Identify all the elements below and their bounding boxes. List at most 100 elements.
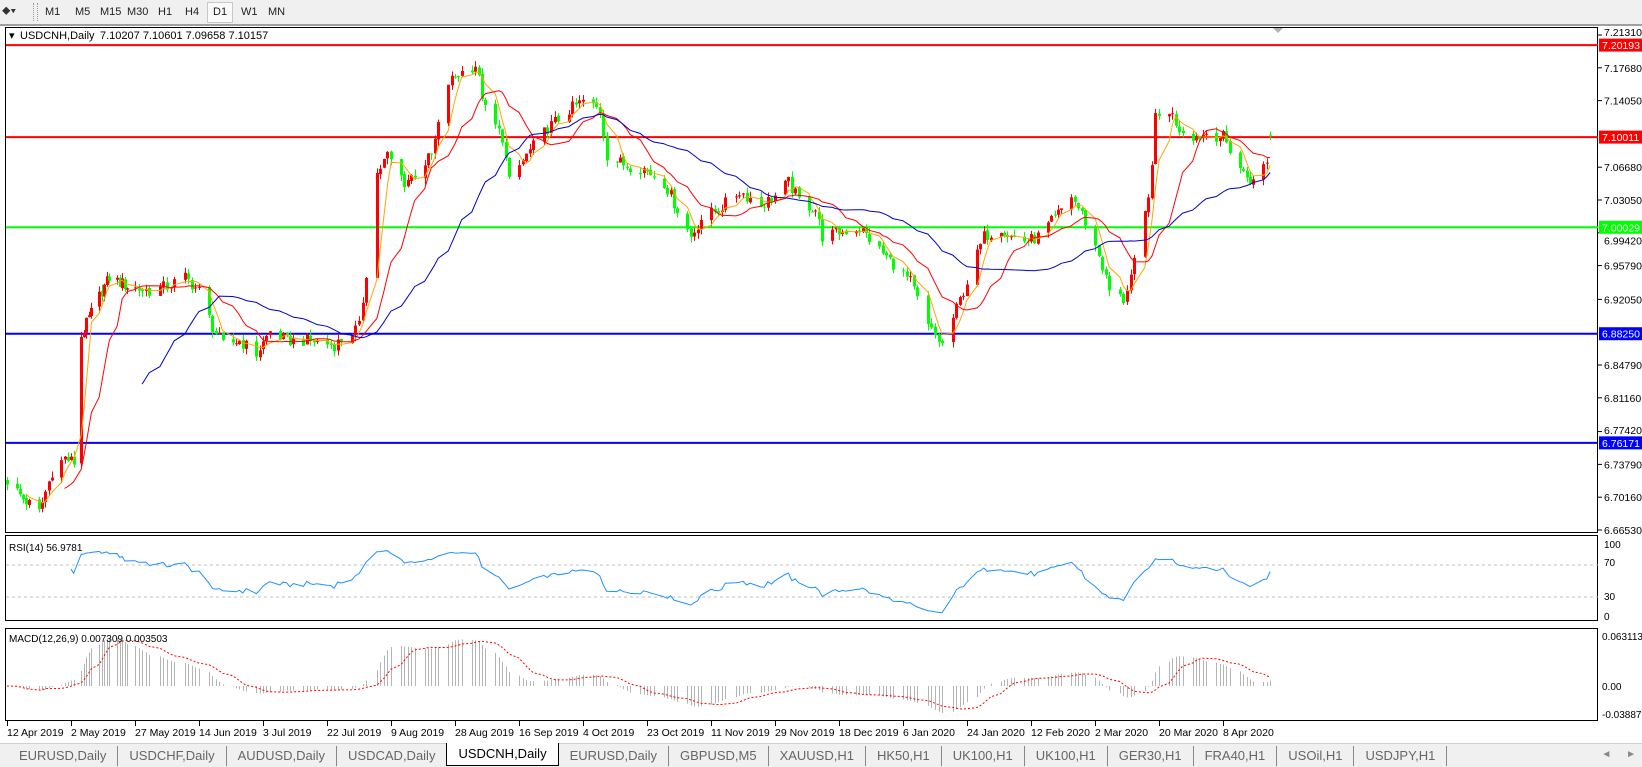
horizontal-line-price-tag <box>1599 220 1642 234</box>
tab-chart[interactable]: UK100,H1 <box>1025 745 1108 766</box>
candle <box>1246 166 1249 183</box>
chart-frames <box>5 27 1598 721</box>
candle-body <box>376 172 379 278</box>
candle <box>1003 230 1006 238</box>
candle-body <box>927 295 930 325</box>
timeframe-m15-button[interactable]: M15 <box>100 6 122 18</box>
candle-body <box>550 121 553 134</box>
candle-body <box>791 176 794 193</box>
candle <box>616 161 619 168</box>
candle-body <box>1202 134 1205 138</box>
candle <box>6 477 9 491</box>
toolbar-grip[interactable] <box>33 3 38 21</box>
candle <box>121 273 124 291</box>
tab-active-chart[interactable]: USDCNH,Daily <box>446 743 559 766</box>
candle <box>108 273 111 284</box>
candle <box>966 280 969 297</box>
candle <box>41 497 44 513</box>
date-tick-label: 12 Feb 2020 <box>1031 727 1090 739</box>
price-chart[interactable]: 7.21310 7.17680 7.14050 7.06680 7.03050 6.994… <box>0 26 1642 743</box>
tab-scroll-right-icon[interactable]: ► <box>1626 749 1636 760</box>
candle <box>232 333 235 346</box>
timeframe-m1-button[interactable]: M1 <box>45 6 61 18</box>
candle <box>28 498 31 508</box>
candle-body <box>64 456 67 460</box>
timeframe-m5-button[interactable]: M5 <box>75 6 91 18</box>
chart-shift-marker-icon[interactable] <box>1273 28 1283 33</box>
candle-body <box>902 270 905 272</box>
candle-body <box>386 151 389 159</box>
macd-tick-label: 0.063113 <box>1602 632 1642 643</box>
candle-body <box>532 140 535 151</box>
candle-body <box>208 286 211 315</box>
tab-chart[interactable]: FRA40,H1 <box>1194 745 1278 766</box>
candle <box>763 203 766 213</box>
candle-body <box>543 127 546 142</box>
candle-body <box>738 195 741 197</box>
candle <box>498 119 501 135</box>
drawing-tools-dropdown-icon[interactable]: ⬥▾ <box>2 3 17 17</box>
collapse-triangle-icon[interactable]: ▾ <box>9 30 15 42</box>
candle-body <box>427 153 430 166</box>
tab-chart[interactable]: USOil,H1 <box>1277 745 1355 766</box>
tab-chart[interactable]: HK50,H1 <box>866 745 942 766</box>
timeframe-w1-button[interactable]: W1 <box>241 6 258 18</box>
candle <box>166 277 169 293</box>
horizontal-line-price-label: 7.10011 <box>1602 132 1639 144</box>
tab-chart[interactable]: USDJPY,H1 <box>1354 745 1448 766</box>
candle <box>67 452 70 462</box>
candle-body <box>1108 275 1111 291</box>
candle <box>289 331 292 347</box>
candle <box>550 115 553 136</box>
candle <box>1074 195 1077 207</box>
candle-body <box>862 228 865 232</box>
candle-body <box>162 281 165 288</box>
candle-body <box>794 188 797 194</box>
candle <box>70 453 73 461</box>
candle-body <box>1054 214 1057 216</box>
candle-body <box>1081 208 1084 211</box>
candle <box>309 329 312 346</box>
candle-body <box>148 287 151 296</box>
candle-body <box>383 158 386 168</box>
candle <box>784 179 787 196</box>
candle-body <box>602 113 605 137</box>
tab-chart[interactable]: UK100,H1 <box>942 745 1025 766</box>
candle-body <box>22 494 25 500</box>
tab-chart[interactable]: GBPUSD,M5 <box>669 745 769 766</box>
candle <box>983 225 986 244</box>
tab-scroll-left-icon[interactable]: ◄ <box>1601 749 1612 760</box>
candle <box>1269 131 1272 141</box>
candle-body <box>159 286 162 296</box>
timeframe-h4-button[interactable]: H4 <box>185 6 200 18</box>
candle-body <box>134 287 137 289</box>
candle-body <box>930 323 933 328</box>
timeframe-h1-button[interactable]: H1 <box>158 6 173 18</box>
tab-chart[interactable]: AUDUSD,Daily <box>227 745 338 766</box>
tab-chart[interactable]: USDCHF,Daily <box>118 745 227 766</box>
candle-body <box>578 100 581 104</box>
tab-chart[interactable]: EURUSD,Daily <box>8 745 119 766</box>
candle-body <box>673 189 676 209</box>
horizontal-line-price-tag <box>1599 327 1642 341</box>
candle <box>430 153 433 161</box>
candle <box>571 96 574 118</box>
tab-chart[interactable]: GER30,H1 <box>1108 745 1194 766</box>
candle <box>25 494 28 510</box>
candle <box>379 164 382 180</box>
candle-body <box>990 237 993 241</box>
candle-body <box>25 498 28 505</box>
tab-chart[interactable]: USDCAD,Daily <box>348 747 436 763</box>
tab-chart[interactable]: EURUSD,Daily <box>559 745 669 766</box>
candle-body <box>606 135 609 161</box>
candle-body <box>101 290 104 297</box>
timeframe-d1-button[interactable]: D1 <box>207 2 234 23</box>
candle-body <box>407 179 410 187</box>
candle-body <box>269 331 272 335</box>
candle <box>787 176 790 187</box>
tab-chart[interactable]: XAUUSD,H1 <box>769 745 866 766</box>
candle <box>88 311 91 318</box>
timeframe-mn-button[interactable]: MN <box>268 6 286 18</box>
candle-body <box>639 172 642 175</box>
timeframe-m30-button[interactable]: M30 <box>127 6 149 18</box>
